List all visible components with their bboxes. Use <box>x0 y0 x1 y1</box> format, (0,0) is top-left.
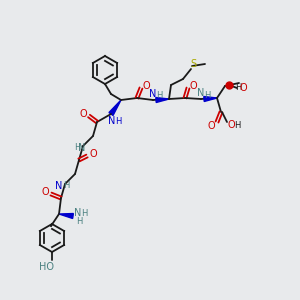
Text: H: H <box>63 182 69 190</box>
Text: O: O <box>239 83 247 93</box>
Text: O: O <box>227 120 235 130</box>
Text: O: O <box>41 187 49 197</box>
Text: N: N <box>55 181 63 191</box>
Text: H: H <box>74 143 80 152</box>
Text: O: O <box>207 121 215 131</box>
Polygon shape <box>59 214 74 218</box>
Text: H: H <box>234 121 240 130</box>
Text: H: H <box>81 208 87 217</box>
Text: O: O <box>189 81 197 91</box>
Polygon shape <box>109 100 121 116</box>
Text: N: N <box>108 116 116 126</box>
Text: O: O <box>89 149 97 159</box>
Text: HO: HO <box>40 262 55 272</box>
Text: H: H <box>204 91 210 100</box>
Text: N: N <box>197 88 205 98</box>
Text: N: N <box>78 143 86 153</box>
Polygon shape <box>156 98 169 103</box>
Text: H: H <box>76 217 82 226</box>
Text: S: S <box>190 59 196 69</box>
Text: H: H <box>115 116 121 125</box>
Text: O: O <box>142 81 150 91</box>
Text: O: O <box>79 109 87 119</box>
Text: N: N <box>149 89 157 99</box>
Polygon shape <box>204 97 217 101</box>
Text: N: N <box>74 208 82 218</box>
Text: H: H <box>235 83 241 92</box>
Text: H: H <box>156 92 162 100</box>
